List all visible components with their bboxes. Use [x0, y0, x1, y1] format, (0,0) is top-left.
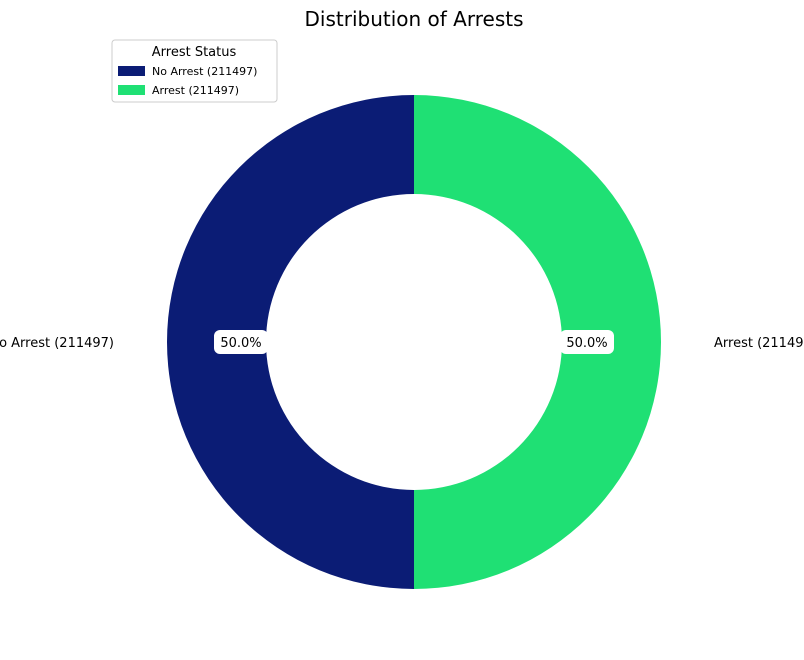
donut-slice	[167, 95, 414, 589]
percent-label-box	[560, 330, 614, 354]
legend-frame	[111, 39, 278, 103]
legend-items: No Arrest (211497) Arrest (211497)	[118, 65, 257, 97]
percent-label: 50.0%	[566, 336, 607, 351]
percent-label: 50.0%	[220, 336, 261, 351]
donut-slice	[414, 95, 661, 589]
legend-title: Arrest Status	[152, 45, 237, 60]
percent-label-box	[214, 330, 268, 354]
legend-swatch	[118, 66, 145, 76]
slice-label: No Arrest (211497)	[0, 336, 114, 351]
legend: Arrest Status No Arrest (211497) Arrest (…	[111, 39, 278, 103]
slices-group	[167, 95, 661, 589]
legend-swatch	[118, 85, 145, 95]
chart-title: Distribution of Arrests	[305, 7, 524, 31]
legend-label: No Arrest (211497)	[152, 65, 257, 78]
percent-labels-group: 50.0% 50.0%	[214, 330, 614, 354]
legend-label: Arrest (211497)	[152, 84, 239, 97]
slice-labels-group: No Arrest (211497) Arrest (211497)	[0, 336, 804, 351]
slice-label: Arrest (211497)	[714, 336, 804, 351]
